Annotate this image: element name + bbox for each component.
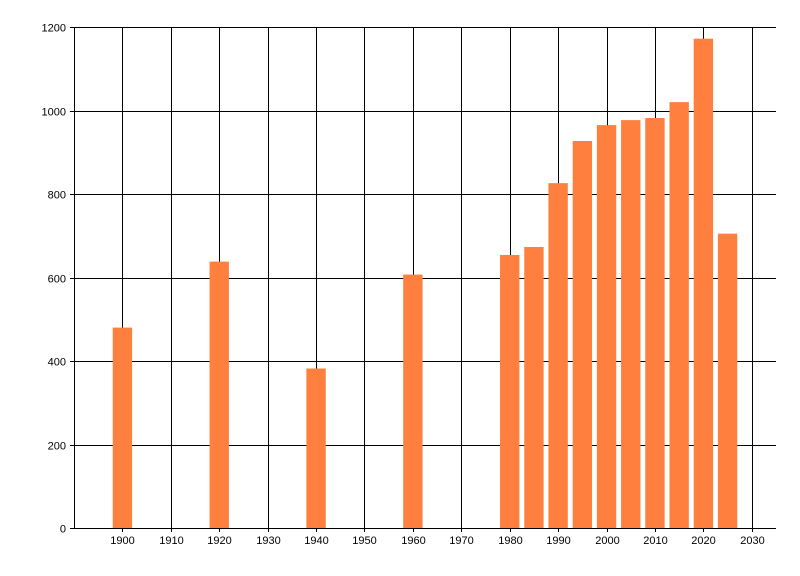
bar [306, 368, 326, 528]
x-tick-label: 1990 [546, 535, 570, 547]
bar [693, 38, 714, 528]
y-tick-label: 600 [48, 274, 66, 286]
x-tick-label: 1940 [304, 535, 328, 547]
bar [403, 274, 423, 528]
x-tick-label: 1930 [256, 535, 280, 547]
bar [717, 233, 738, 528]
x-tick-label: 2010 [643, 535, 667, 547]
axes-layer [70, 27, 776, 532]
y-tick-label: 1200 [42, 23, 66, 35]
bar [621, 120, 641, 528]
x-tick-label: 2000 [595, 535, 619, 547]
bar [548, 183, 568, 528]
bar [645, 118, 665, 528]
x-tick-label: 1960 [401, 535, 425, 547]
x-tick-label: 1900 [110, 535, 134, 547]
y-tick-label: 800 [48, 190, 66, 202]
x-tick-label: 1980 [498, 535, 522, 547]
y-tick-label: 200 [48, 441, 66, 453]
x-tick-label: 1920 [207, 535, 231, 547]
x-tick-label: 2030 [740, 535, 764, 547]
bar [112, 327, 133, 528]
bar [524, 247, 544, 528]
y-tick-label: 1000 [42, 107, 66, 119]
bar [572, 140, 593, 529]
x-tick-label: 1910 [159, 535, 183, 547]
bar [500, 254, 520, 528]
y-tick-label: 0 [60, 524, 66, 536]
bars-layer [112, 38, 738, 529]
y-tick-label: 400 [48, 357, 66, 369]
x-tick-label: 2020 [691, 535, 715, 547]
bar [596, 125, 617, 529]
bar [209, 261, 229, 528]
x-tick-label: 1970 [449, 535, 473, 547]
x-tick-label: 1950 [352, 535, 376, 547]
bar [669, 102, 689, 529]
labels-layer: 0 200 400 600 800 1000 1200 1900 1910 1920 1930 194… [42, 23, 765, 548]
